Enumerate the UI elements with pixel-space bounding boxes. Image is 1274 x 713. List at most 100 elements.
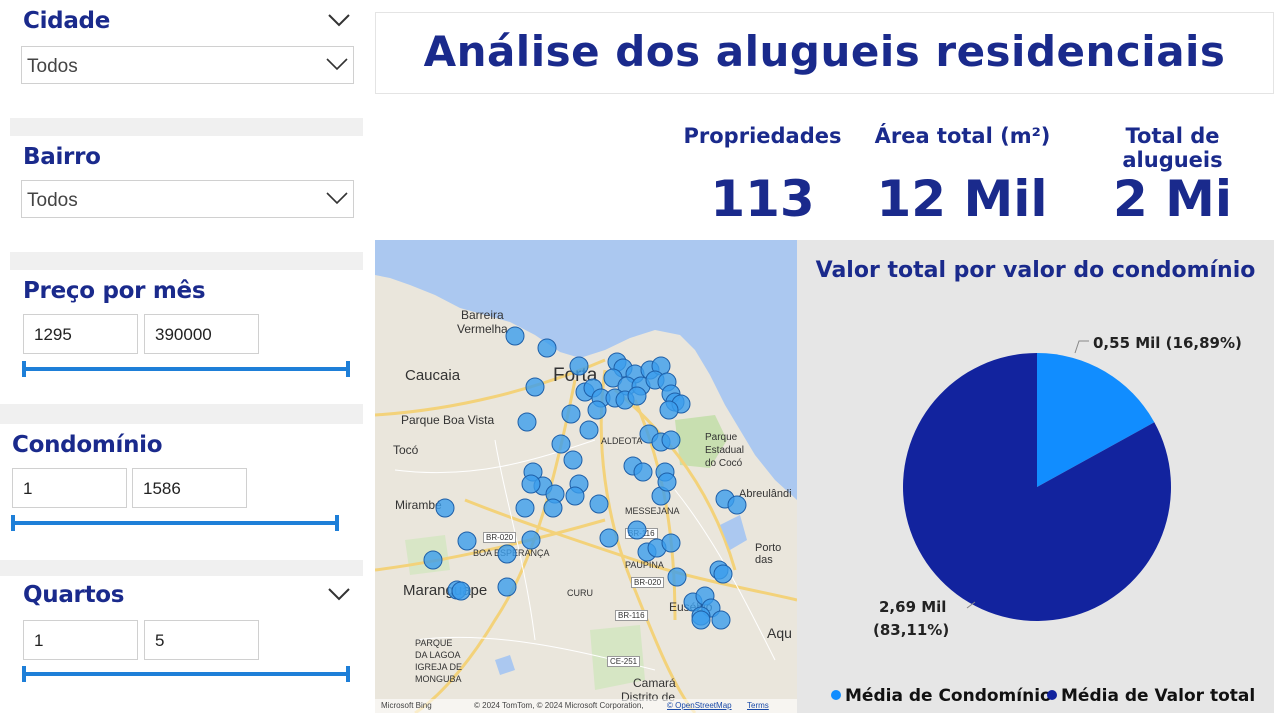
chevron-down-icon bbox=[326, 58, 348, 71]
map-label: Parque bbox=[705, 432, 738, 443]
property-bubble[interactable] bbox=[521, 474, 541, 494]
map-label: BR-020 bbox=[483, 532, 517, 543]
property-bubble[interactable] bbox=[633, 462, 653, 482]
map-label: PARQUE bbox=[415, 638, 453, 648]
quartos-slider-min-handle[interactable] bbox=[22, 666, 26, 682]
map-label: MESSEJANA bbox=[625, 506, 680, 516]
map-label: Abreulândi bbox=[739, 488, 792, 500]
preco-slider-min-handle[interactable] bbox=[22, 361, 26, 377]
property-bubble[interactable] bbox=[599, 528, 619, 548]
property-bubble[interactable] bbox=[457, 531, 477, 551]
map-label: BR-116 bbox=[615, 610, 648, 621]
legend-label: Média de Condomínio bbox=[845, 686, 1052, 706]
map-visual[interactable]: Barreira Vermelha Caucaia Forta Parque B… bbox=[375, 240, 797, 713]
preco-slider-track[interactable] bbox=[23, 367, 349, 371]
chevron-down-icon[interactable] bbox=[328, 588, 350, 602]
condominio-slider-min-handle[interactable] bbox=[11, 515, 15, 531]
bairro-dropdown-value: Todos bbox=[27, 190, 78, 211]
quartos-slider-track[interactable] bbox=[23, 672, 349, 676]
property-bubble[interactable] bbox=[627, 386, 647, 406]
map-label: Estadual bbox=[705, 445, 744, 456]
condominio-slider-max-handle[interactable] bbox=[335, 515, 339, 531]
property-bubble[interactable] bbox=[661, 430, 681, 450]
property-bubble[interactable] bbox=[569, 356, 589, 376]
preco-max-value: 390000 bbox=[155, 325, 212, 344]
property-bubble[interactable] bbox=[579, 420, 599, 440]
condominio-slider-track[interactable] bbox=[12, 521, 338, 525]
map-label: Camará bbox=[633, 676, 676, 690]
kpi-propriedades-value: 113 bbox=[710, 170, 815, 228]
property-bubble[interactable] bbox=[589, 494, 609, 514]
property-bubble[interactable] bbox=[543, 498, 563, 518]
property-bubble[interactable] bbox=[659, 400, 679, 420]
chevron-down-icon[interactable] bbox=[328, 14, 350, 28]
property-bubble[interactable] bbox=[517, 412, 537, 432]
property-bubble[interactable] bbox=[561, 404, 581, 424]
condominio-min-input[interactable]: 1 bbox=[12, 468, 127, 508]
property-bubble[interactable] bbox=[537, 338, 557, 358]
property-bubble[interactable] bbox=[657, 472, 677, 492]
bairro-dropdown[interactable]: Todos bbox=[21, 180, 354, 218]
property-bubble[interactable] bbox=[627, 520, 647, 540]
map-label: Barreira bbox=[461, 308, 504, 322]
property-bubble[interactable] bbox=[563, 450, 583, 470]
pie-slice-condominio[interactable] bbox=[1037, 353, 1155, 487]
property-bubble[interactable] bbox=[711, 610, 731, 630]
property-bubble[interactable] bbox=[451, 581, 471, 601]
condominio-slicer: Condomínio 1 1586 bbox=[0, 424, 350, 560]
condominio-max-input[interactable]: 1586 bbox=[132, 468, 247, 508]
legend-dot-icon bbox=[1047, 690, 1057, 700]
cidade-dropdown[interactable]: Todos bbox=[21, 46, 354, 84]
cidade-slicer: Cidade Todos bbox=[10, 0, 363, 118]
kpi-alugueis-label: Total de alugueis bbox=[1122, 124, 1223, 172]
quartos-max-value: 5 bbox=[155, 631, 165, 650]
legend-item-valor-total[interactable]: Média de Valor total bbox=[1047, 686, 1255, 706]
property-bubble[interactable] bbox=[423, 550, 443, 570]
property-bubble[interactable] bbox=[515, 498, 535, 518]
property-bubble[interactable] bbox=[587, 400, 607, 420]
quartos-slider-max-handle[interactable] bbox=[346, 666, 350, 682]
terms-link[interactable]: Terms bbox=[747, 701, 769, 710]
panel-gap bbox=[10, 252, 363, 270]
map-label: MONGUBA bbox=[415, 674, 462, 684]
quartos-min-input[interactable]: 1 bbox=[23, 620, 138, 660]
property-bubble[interactable] bbox=[497, 577, 517, 597]
map-label: Caucaia bbox=[405, 367, 461, 384]
legend-item-condominio[interactable]: Média de Condomínio bbox=[831, 686, 1052, 706]
map-label: CE-251 bbox=[607, 656, 641, 667]
property-bubble[interactable] bbox=[505, 326, 525, 346]
property-bubble[interactable] bbox=[713, 564, 733, 584]
pie-slice-valor-total[interactable] bbox=[902, 353, 1171, 621]
property-bubble[interactable] bbox=[521, 530, 541, 550]
map-label: Porto das bbox=[755, 542, 782, 566]
map-label: IGREJA DE bbox=[415, 662, 463, 672]
property-bubble[interactable] bbox=[661, 533, 681, 553]
map-label: CURU bbox=[567, 588, 593, 598]
report-header: Análise dos alugueis residenciais bbox=[375, 12, 1274, 94]
property-bubble[interactable] bbox=[691, 610, 711, 630]
property-bubble[interactable] bbox=[435, 498, 455, 518]
map-copyright: © 2024 TomTom, © 2024 Microsoft Corporat… bbox=[474, 701, 644, 710]
osm-link[interactable]: © OpenStreetMap bbox=[667, 701, 732, 710]
property-bubble[interactable] bbox=[667, 567, 687, 587]
preco-min-input[interactable]: 1295 bbox=[23, 314, 138, 354]
quartos-max-input[interactable]: 5 bbox=[144, 620, 259, 660]
label-leader-line bbox=[1074, 340, 1089, 354]
quartos-slicer-title: Quartos bbox=[23, 582, 125, 608]
condominio-min-value: 1 bbox=[23, 479, 33, 498]
map-label: Parque Boa Vista bbox=[401, 413, 495, 427]
property-bubble-layer bbox=[423, 326, 747, 630]
property-bubble[interactable] bbox=[497, 544, 517, 564]
preco-min-value: 1295 bbox=[34, 325, 72, 344]
property-bubble[interactable] bbox=[551, 434, 571, 454]
property-bubble[interactable] bbox=[565, 486, 585, 506]
property-bubble[interactable] bbox=[525, 377, 545, 397]
bairro-slicer: Bairro Todos bbox=[10, 136, 363, 252]
preco-slider-max-handle[interactable] bbox=[346, 361, 350, 377]
kpi-alugueis-value: 2 Mi bbox=[1112, 170, 1233, 228]
panel-gap bbox=[0, 560, 363, 576]
panel-gap bbox=[10, 118, 363, 136]
label-leader-line bbox=[966, 601, 976, 609]
preco-max-input[interactable]: 390000 bbox=[144, 314, 259, 354]
property-bubble[interactable] bbox=[727, 495, 747, 515]
